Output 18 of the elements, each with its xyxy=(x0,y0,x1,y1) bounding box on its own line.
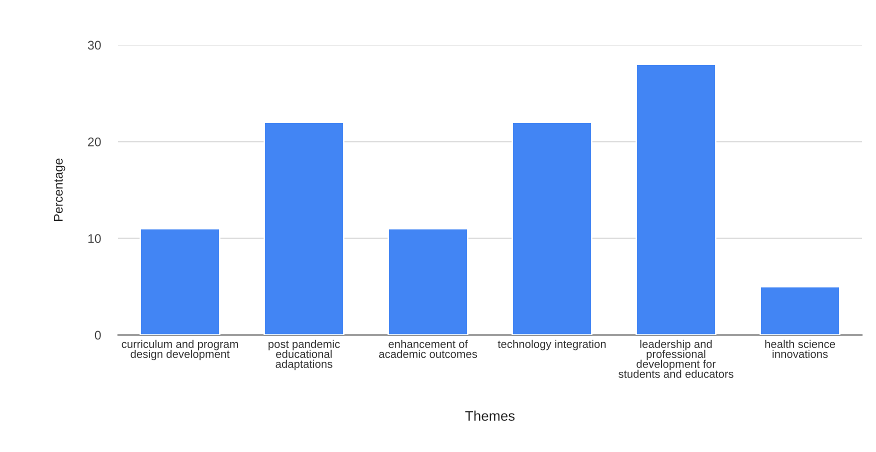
y-axis-title: Percentage xyxy=(54,158,66,221)
x-tick-label: technology integration xyxy=(498,340,606,350)
bar xyxy=(388,228,468,335)
x-tick-label: leadership and professional development for students and educators xyxy=(618,340,734,378)
x-tick-label: enhancement of academic outcomes xyxy=(379,340,478,358)
y-tick-label: 30 xyxy=(88,40,101,50)
x-tick-label: health science innovations xyxy=(765,340,836,358)
x-axis-title: Themes xyxy=(465,410,515,421)
y-tick-label: 0 xyxy=(94,330,101,340)
bar xyxy=(140,228,220,335)
x-tick-label: curriculum and program design development xyxy=(122,340,238,360)
y-tick-label: 20 xyxy=(88,137,101,146)
bar xyxy=(512,122,592,335)
y-tick-label: 10 xyxy=(88,234,101,243)
bar xyxy=(760,286,840,335)
x-tick-label: post pandemic educational adaptations xyxy=(268,340,340,370)
bar xyxy=(636,64,716,335)
bar xyxy=(264,122,344,335)
